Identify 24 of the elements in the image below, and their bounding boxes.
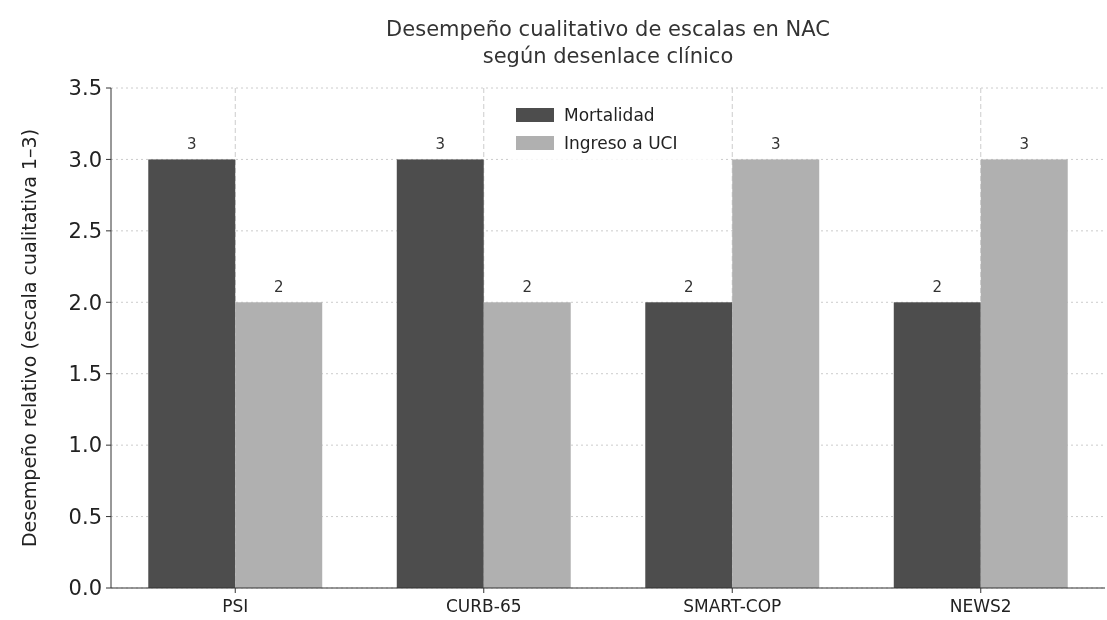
y-tick-label: 1.0	[68, 433, 102, 458]
data-label: 3	[435, 135, 446, 154]
data-label: 2	[273, 278, 284, 297]
data-label: 2	[522, 278, 533, 297]
data-label: 2	[932, 278, 943, 297]
y-tick-label: 2.5	[68, 219, 102, 244]
y-axis-title: Desempeño relativo (escala cualitativa 1–3)	[18, 128, 40, 548]
y-tick-label: 0.5	[68, 504, 102, 529]
x-tick-label: NEWS2	[949, 596, 1012, 616]
y-tick-label: 1.5	[68, 362, 102, 387]
y-tick-label: 3.5	[68, 76, 102, 101]
legend-label: Ingreso a UCI	[564, 132, 678, 153]
legend-label: Mortalidad	[564, 104, 655, 125]
data-label: 3	[1019, 135, 1030, 154]
y-tick-label: 3.0	[68, 147, 102, 172]
data-label: 3	[770, 135, 781, 154]
x-tick-label: CURB-65	[445, 596, 522, 616]
data-label: 2	[683, 278, 694, 297]
data-label: 3	[186, 135, 197, 154]
x-tick-label: SMART-COP	[683, 596, 782, 616]
y-tick-label: 2.0	[68, 290, 102, 315]
y-tick-label: 0.0	[68, 576, 102, 601]
x-tick-label: PSI	[222, 596, 249, 616]
chart-title: Desempeño cualitativo de escalas en NAC según desenlace clínico	[386, 17, 830, 68]
